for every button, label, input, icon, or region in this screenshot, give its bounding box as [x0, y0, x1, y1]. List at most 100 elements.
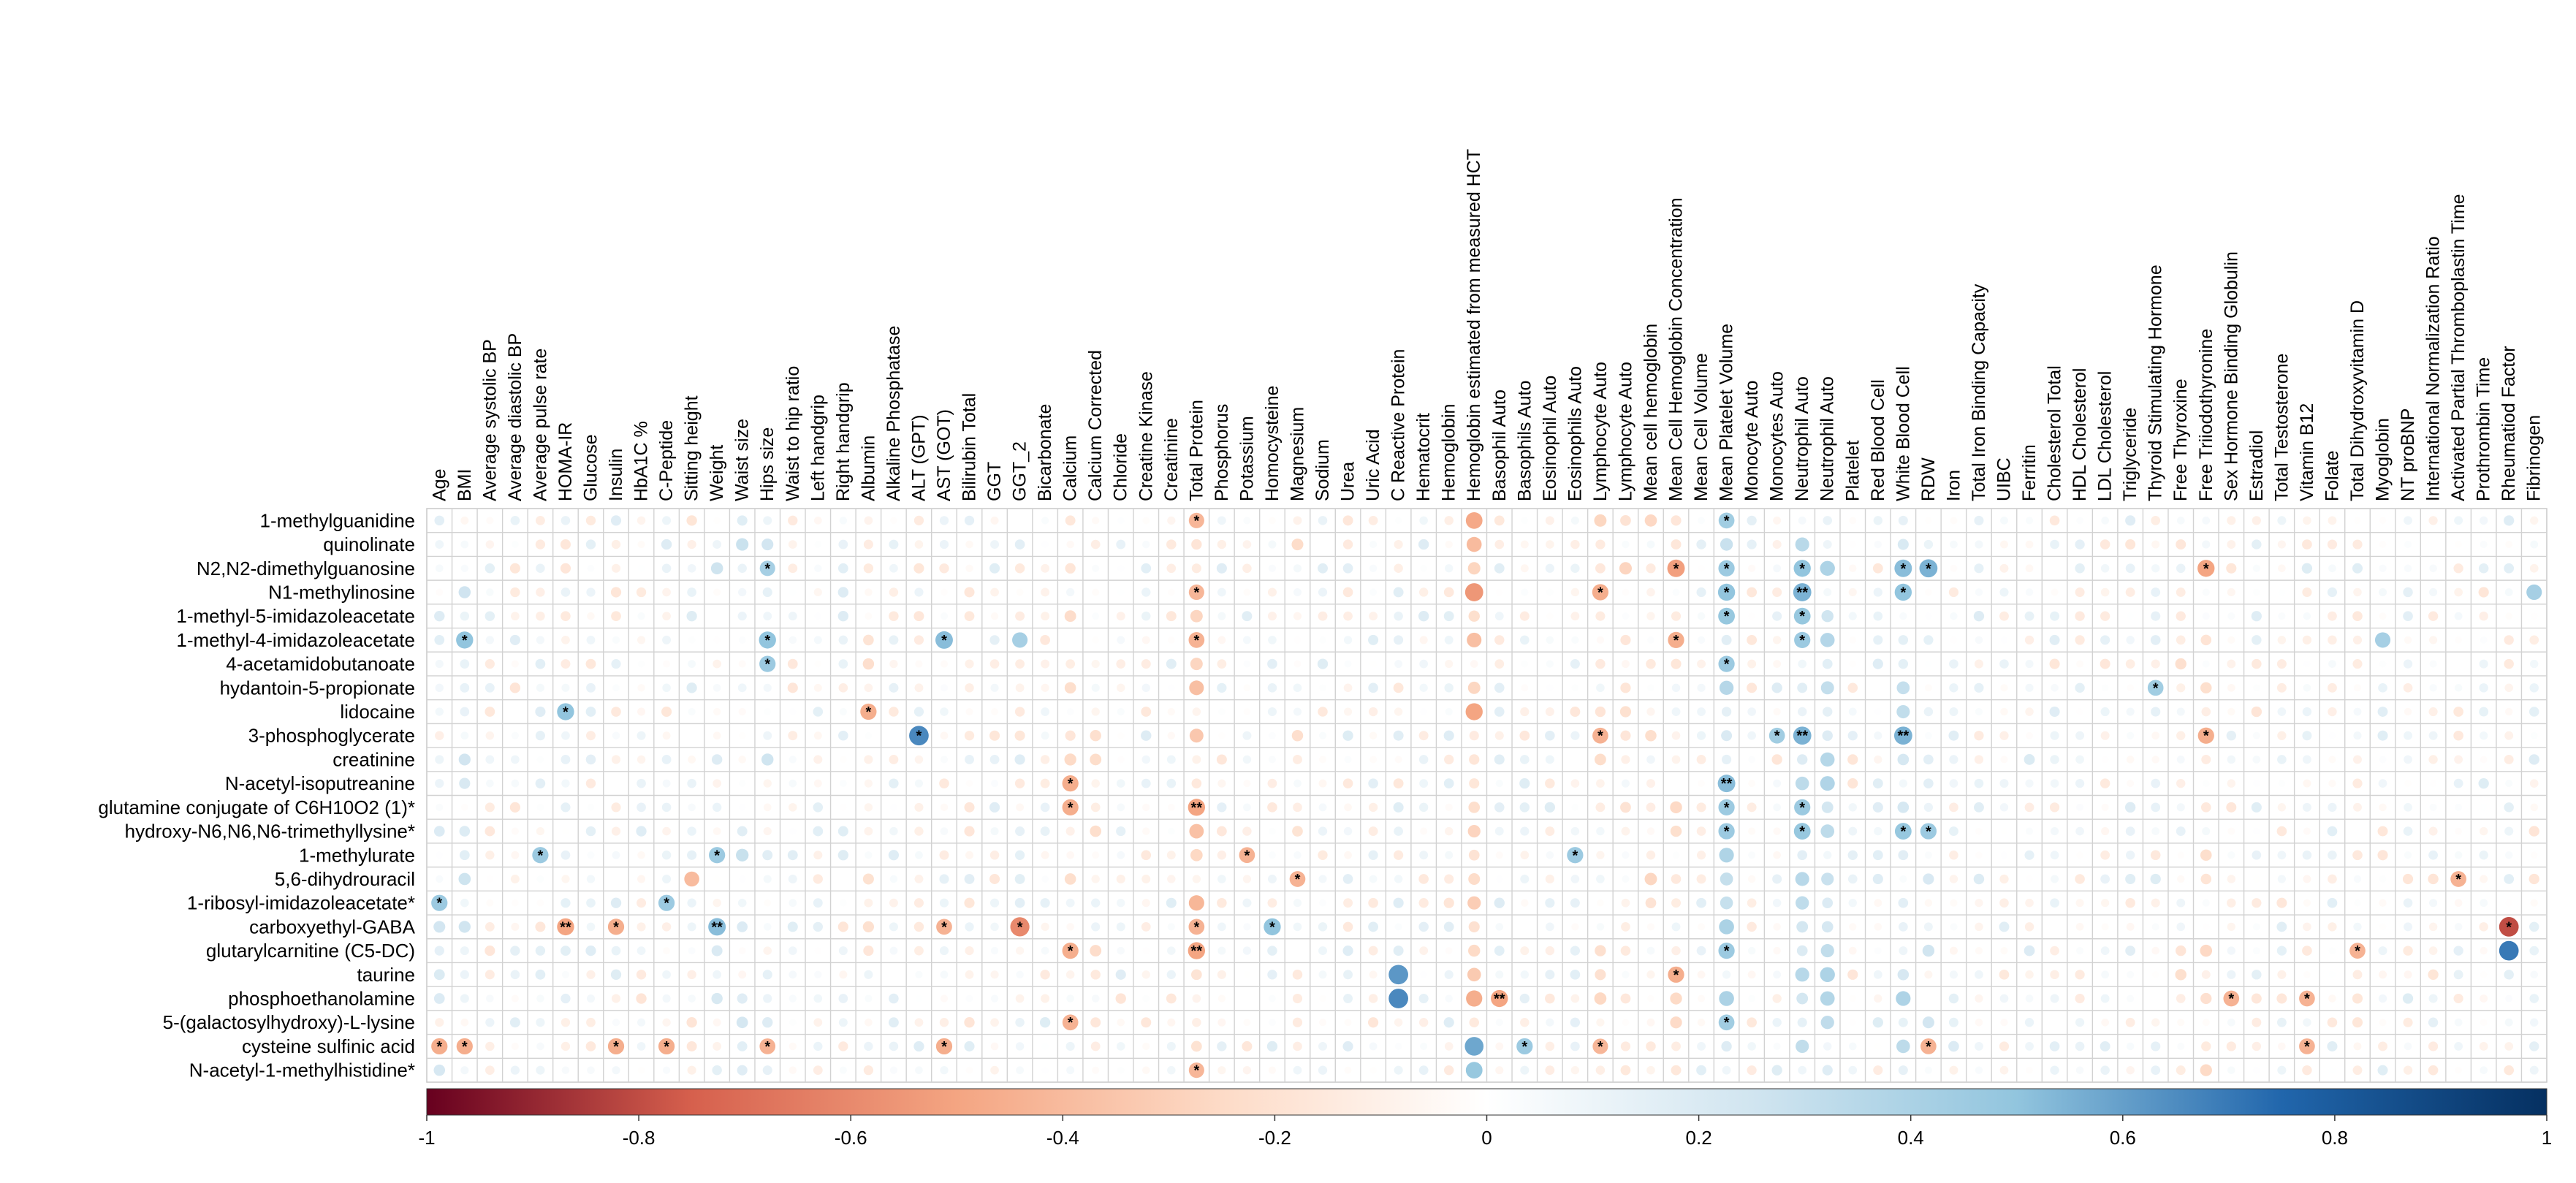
grid-cells [426, 508, 2547, 1083]
correlation-dot [2276, 682, 2287, 693]
column-label: Mean Cell Hemoglobin Concentration [1666, 197, 1687, 501]
correlation-dot [2025, 779, 2034, 788]
correlation-dot [965, 970, 974, 979]
correlation-dot [2100, 1041, 2110, 1051]
correlation-dot [511, 755, 520, 764]
correlation-dot [2075, 563, 2085, 574]
correlation-dot [1823, 707, 1833, 717]
correlation-dot [1924, 970, 1933, 979]
correlation-dot [914, 755, 924, 764]
correlation-dot [658, 894, 675, 911]
column-label: Basophil Auto [1489, 389, 1510, 501]
correlation-dot [687, 778, 696, 788]
correlation-dot [1872, 850, 1883, 861]
correlation-dot [2075, 923, 2084, 931]
correlation-dot [2202, 827, 2211, 836]
correlation-dot [1545, 516, 1554, 525]
correlation-dot [1344, 756, 1352, 764]
column-label: Bilirubin Total [960, 393, 980, 501]
correlation-dot [1242, 731, 1252, 740]
correlation-dot [1545, 970, 1555, 980]
correlation-dot [1494, 635, 1505, 645]
correlation-dot [864, 516, 873, 525]
correlation-dot [813, 683, 822, 692]
row-label: 1-methyl-4-imidazoleacetate [176, 629, 415, 651]
correlation-dot [1467, 967, 1481, 982]
correlation-dot [2429, 636, 2438, 644]
correlation-dot [662, 970, 671, 979]
correlation-dot [1445, 851, 1454, 859]
column-label: Sitting height [682, 395, 702, 501]
correlation-dot [1621, 826, 1630, 836]
correlation-dot [712, 1065, 722, 1076]
correlation-dot [736, 848, 749, 861]
correlation-dot [889, 682, 899, 693]
correlation-dot [1494, 946, 1505, 956]
significance-marker: * [2304, 992, 2310, 1008]
correlation-dot [1748, 780, 1756, 788]
correlation-dot [940, 731, 949, 740]
correlation-dot [713, 899, 721, 908]
correlation-dot [1646, 802, 1656, 813]
correlation-dot [2151, 516, 2161, 525]
correlation-dot [1721, 634, 1732, 645]
correlation-dot [1269, 827, 1276, 835]
correlation-dot [1418, 755, 1429, 764]
correlation-dot [612, 851, 620, 859]
correlation-dot [2378, 1041, 2387, 1051]
correlation-dot [1823, 1042, 1832, 1051]
correlation-dot [789, 1019, 797, 1027]
correlation-dot [511, 851, 520, 859]
correlation-dot [1445, 707, 1453, 716]
correlation-dot [2277, 875, 2286, 883]
correlation-dot [586, 635, 596, 644]
correlation-dot [763, 803, 772, 812]
correlation-dot [1243, 517, 1251, 525]
correlation-dot [1343, 636, 1353, 644]
correlation-dot [2100, 874, 2110, 884]
correlation-dot [2302, 707, 2312, 717]
correlation-dot [2126, 707, 2135, 716]
correlation-dot [436, 851, 444, 859]
correlation-dot [2327, 826, 2338, 837]
correlation-dot [2479, 516, 2488, 525]
correlation-dot [1445, 564, 1454, 573]
correlation-dot [2528, 921, 2539, 932]
correlation-dot [2049, 706, 2060, 718]
correlation-dot [762, 970, 772, 980]
correlation-dot [1166, 611, 1177, 622]
correlation-dot [1216, 563, 1227, 574]
significance-marker: * [1724, 824, 1730, 840]
correlation-dot [1570, 1041, 1580, 1051]
correlation-dot [662, 1066, 671, 1074]
correlation-dot [1243, 1019, 1251, 1027]
correlation-dot [1189, 680, 1204, 696]
correlation-dot [1872, 778, 1883, 789]
correlation-dot [2227, 755, 2236, 764]
correlation-dot [2226, 731, 2236, 741]
significance-marker: * [764, 657, 770, 673]
correlation-dot [1117, 517, 1125, 525]
correlation-dot [1821, 801, 1834, 813]
correlation-dot [2499, 917, 2519, 937]
correlation-dot [510, 970, 520, 980]
correlation-dot [1166, 993, 1177, 1004]
column-label: C Reactive Protein [1388, 349, 1409, 501]
correlation-dot [1217, 539, 1227, 549]
column-label: Lymphocyte Auto [1615, 362, 1635, 501]
correlation-dot [1188, 918, 1205, 935]
correlation-dot [1267, 946, 1277, 956]
correlation-dot [1773, 660, 1782, 668]
correlation-dot [1773, 779, 1782, 788]
correlation-dot [1570, 707, 1581, 717]
correlation-dot [710, 562, 723, 575]
correlation-dot [2276, 897, 2287, 908]
correlation-dot [1091, 707, 1100, 716]
correlation-dot [1898, 922, 1908, 932]
correlation-dot [1091, 994, 1100, 1003]
correlation-dot [1190, 658, 1203, 671]
correlation-dot [2075, 587, 2085, 597]
correlation-dot [536, 994, 544, 1003]
correlation-dot [2454, 1042, 2463, 1051]
correlation-dot [990, 612, 999, 620]
